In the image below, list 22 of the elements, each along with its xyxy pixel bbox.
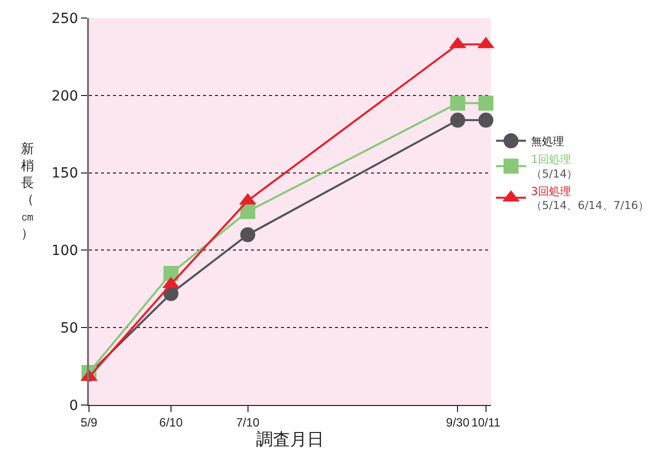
x-tick-label: 7/10: [236, 415, 260, 430]
x-tick-label: 5/9: [80, 415, 98, 430]
x-tick-label: 9/30: [446, 415, 470, 430]
point: [240, 204, 256, 219]
point: [478, 96, 494, 111]
x-tick-label: 6/10: [159, 415, 183, 430]
x-tick-label: 10/11: [471, 415, 501, 430]
point: [240, 227, 256, 242]
y-tick-label: 250: [51, 10, 78, 27]
y-tick-label: 100: [51, 243, 78, 260]
y-tick-label: 200: [51, 88, 78, 104]
y-axis-title: 新梢長（㎝）: [21, 142, 34, 242]
point: [450, 112, 466, 128]
legend-label: 1回処理（5/14）: [531, 153, 578, 181]
point: [478, 112, 494, 128]
x-axis-title: 調査月日: [256, 430, 324, 450]
legend-label: 3回処理（5/14、6/14、7/16）: [531, 184, 650, 212]
point: [450, 96, 466, 111]
y-tick-label: 50: [60, 320, 78, 336]
legend-label: 無処理: [531, 135, 564, 148]
y-tick-label: 150: [51, 166, 78, 182]
y-tick-label: 0: [69, 398, 78, 414]
